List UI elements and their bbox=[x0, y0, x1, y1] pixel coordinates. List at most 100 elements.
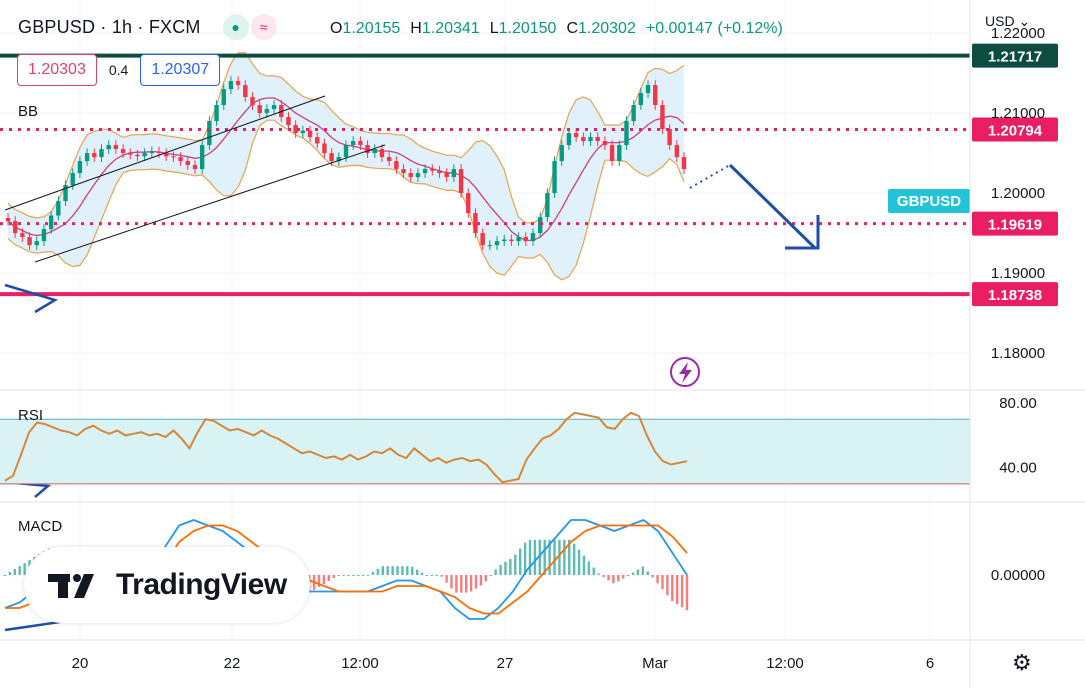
candle-body bbox=[12, 221, 18, 234]
macd-histogram-bar bbox=[376, 568, 380, 575]
candle-body bbox=[516, 237, 521, 242]
macd-label[interactable]: MACD bbox=[18, 518, 63, 535]
candle-body bbox=[667, 129, 672, 146]
candle-body bbox=[293, 125, 298, 134]
candle-body bbox=[394, 161, 399, 170]
candle-body bbox=[207, 121, 212, 146]
tradingview-logo-icon bbox=[48, 574, 94, 598]
candle-body bbox=[257, 105, 262, 114]
macd-histogram-bar bbox=[332, 575, 335, 579]
macd-histogram-bar bbox=[357, 575, 360, 576]
candle-body bbox=[128, 153, 133, 155]
macd-histogram-bar bbox=[396, 566, 399, 575]
low-value: 1.20150 bbox=[498, 20, 557, 37]
level-price-tag bbox=[972, 282, 1058, 307]
wave-icon[interactable]: ≈ bbox=[250, 14, 277, 40]
rsi-band-fill bbox=[0, 419, 970, 484]
macd-histogram-bar bbox=[352, 575, 355, 576]
tradingview-wordmark: TradingView bbox=[116, 568, 287, 601]
candle-body bbox=[415, 173, 421, 178]
macd-histogram-bar bbox=[450, 575, 453, 589]
macd-histogram-bar bbox=[327, 575, 331, 582]
candle-body bbox=[48, 215, 54, 230]
candle-body bbox=[372, 149, 377, 154]
candle-body bbox=[602, 141, 608, 146]
level-price-label: 1.21717 bbox=[988, 49, 1042, 66]
macd-histogram-bar bbox=[577, 549, 581, 575]
buy-price-button[interactable]: 1.20307 bbox=[140, 54, 221, 86]
candle-body bbox=[473, 213, 478, 234]
rsi-label[interactable]: RSI bbox=[18, 407, 44, 424]
candle-body bbox=[451, 169, 457, 178]
candle-body bbox=[379, 149, 385, 158]
currency-selector[interactable]: USD ⌄ bbox=[985, 13, 1030, 30]
candle-body bbox=[502, 239, 507, 242]
spread-value: 0.4 bbox=[108, 62, 129, 78]
candle-body bbox=[444, 173, 449, 178]
candle-body bbox=[552, 161, 557, 194]
bb-label[interactable]: BB bbox=[18, 103, 39, 120]
symbol-title[interactable]: GBPUSD · 1h · FXCM bbox=[18, 16, 201, 37]
rsi-pane: 80.00 40.00 bbox=[0, 395, 1037, 485]
candle-body bbox=[523, 237, 528, 242]
macd-histogram-bar bbox=[631, 572, 635, 575]
macd-histogram-bar bbox=[465, 575, 468, 593]
candle-body bbox=[185, 161, 190, 166]
candle-body bbox=[595, 137, 600, 142]
rsi-tick-label: 40.00 bbox=[999, 460, 1037, 477]
candle-body bbox=[430, 169, 435, 171]
macd-histogram-bar bbox=[3, 575, 7, 576]
ohlc-values: O1.20155 H1.20341 L1.20150 C1.20302 +0.0… bbox=[330, 20, 783, 38]
macd-histogram-bar bbox=[415, 569, 419, 575]
candle-body bbox=[545, 193, 550, 218]
macd-histogram-bar bbox=[391, 566, 394, 575]
level-price-label: 1.20794 bbox=[988, 123, 1043, 140]
symbol-header[interactable]: GBPUSD · 1h · FXCM ● ≈ bbox=[18, 14, 277, 40]
candle-body bbox=[164, 153, 169, 157]
candle-body bbox=[221, 89, 226, 106]
candle-body bbox=[509, 239, 514, 242]
open-value: 1.20155 bbox=[342, 20, 401, 37]
macd-histogram-bar bbox=[23, 563, 26, 575]
close-label: C bbox=[566, 20, 579, 37]
change-value: +0.00147 (+0.12%) bbox=[645, 20, 783, 37]
macd-histogram-bar bbox=[612, 575, 615, 584]
candle-body bbox=[20, 233, 25, 238]
macd-histogram-bar bbox=[558, 539, 561, 575]
macd-histogram-bar bbox=[533, 539, 537, 575]
macd-histogram-bar bbox=[680, 575, 684, 608]
macd-histogram-bar bbox=[592, 567, 595, 575]
candle-body bbox=[494, 241, 500, 246]
macd-histogram-bar bbox=[538, 539, 542, 575]
candle-body bbox=[142, 153, 147, 157]
market-open-icon[interactable]: ● bbox=[222, 14, 249, 40]
candles[interactable] bbox=[5, 76, 687, 250]
macd-histogram-bar bbox=[445, 575, 448, 583]
macd-histogram-bar bbox=[18, 566, 21, 575]
macd-histogram-bar bbox=[509, 558, 512, 575]
macd-tick-label: 0.00000 bbox=[991, 567, 1045, 584]
sell-price-button[interactable]: 1.20303 bbox=[17, 54, 97, 86]
candle-body bbox=[653, 85, 658, 106]
candle-body bbox=[171, 156, 176, 158]
candle-body bbox=[286, 117, 291, 126]
price-tick-label: 1.18000 bbox=[991, 345, 1045, 362]
macd-histogram-bar bbox=[479, 575, 483, 586]
macd-histogram-bar bbox=[435, 575, 438, 576]
macd-histogram-bar bbox=[656, 575, 659, 584]
macd-histogram-bar bbox=[494, 569, 497, 575]
lightning-icon-bolt bbox=[679, 362, 692, 383]
grid bbox=[0, 0, 970, 640]
level-price-tag bbox=[972, 117, 1058, 142]
high-label: H bbox=[410, 20, 422, 37]
tradingview-logo[interactable]: TradingView bbox=[24, 547, 310, 623]
gear-icon[interactable]: ⚙ bbox=[1012, 650, 1032, 675]
candle-body bbox=[77, 161, 83, 174]
forecast-arrow-head bbox=[785, 215, 820, 250]
bollinger-fill bbox=[7, 52, 685, 281]
candle-body bbox=[214, 105, 219, 122]
candle-body bbox=[84, 153, 90, 162]
forecast-arrow-line bbox=[728, 163, 817, 250]
macd-histogram-bar bbox=[425, 575, 429, 576]
candle-body bbox=[34, 241, 39, 246]
